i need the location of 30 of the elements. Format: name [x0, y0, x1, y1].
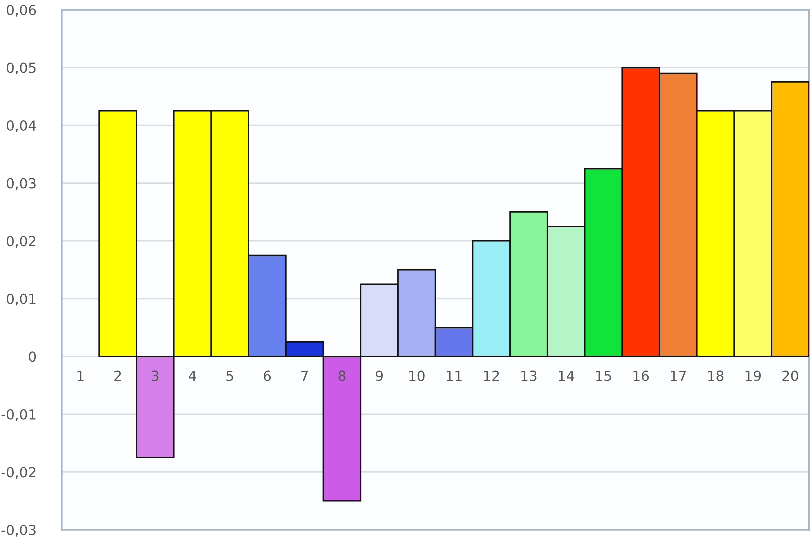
x-tick-label: 13	[522, 370, 537, 382]
x-tick-label: 12	[484, 370, 500, 382]
x-tick-label: 9	[376, 370, 383, 382]
x-tick-label: 8	[338, 370, 346, 382]
y-tick-label: 0,06	[6, 4, 36, 17]
x-tick-label: 19	[746, 370, 762, 382]
x-tick-label: 7	[302, 370, 308, 382]
x-tick-label: 14	[559, 370, 574, 382]
y-tick-label: 0,04	[6, 120, 36, 132]
x-tick-label: 6	[264, 370, 272, 382]
x-tick-label: 5	[226, 370, 234, 382]
y-tick-label: -0,03	[2, 524, 36, 537]
x-tick-label: 3	[152, 370, 159, 382]
x-tick-label: 11	[446, 370, 462, 382]
x-tick-label: 1	[78, 370, 84, 382]
y-tick-label: 0,01	[6, 294, 36, 306]
x-tick-label: 15	[596, 370, 612, 382]
x-tick-label: 4	[189, 370, 196, 382]
y-tick-label: 0,02	[6, 236, 36, 248]
y-tick-label: 0,03	[6, 178, 36, 190]
y-tick-label: 0	[29, 352, 36, 362]
x-tick-label: 16	[634, 370, 650, 382]
x-tick-label: 18	[708, 370, 724, 382]
y-tick-label: 0,05	[6, 62, 36, 75]
y-tick-label: -0,01	[2, 409, 36, 422]
x-tick-label: 10	[410, 370, 425, 382]
x-tick-label: 17	[671, 370, 686, 382]
x-tick-label: 2	[114, 370, 122, 382]
x-tick-label: 20	[782, 370, 798, 382]
y-tick-label: -0,02	[2, 467, 36, 480]
